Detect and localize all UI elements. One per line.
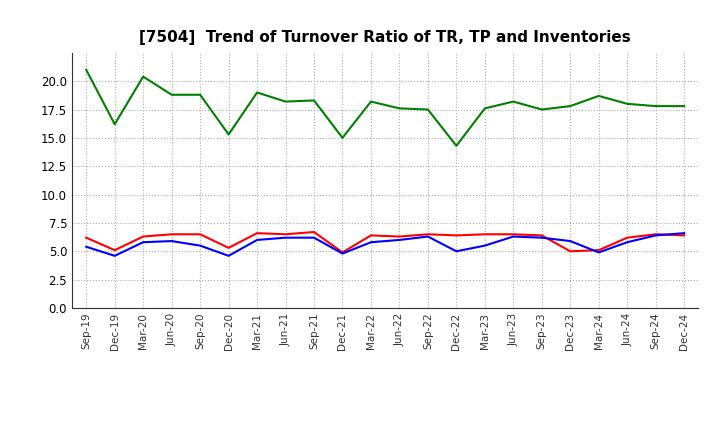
Inventories [623, 101, 631, 106]
Trade Payables [310, 235, 318, 240]
Line: Inventories: Inventories [86, 70, 684, 146]
Inventories [480, 106, 489, 111]
Inventories [395, 106, 404, 111]
Inventories [566, 103, 575, 109]
Trade Payables [338, 251, 347, 256]
Inventories [310, 98, 318, 103]
Trade Receivables [282, 231, 290, 237]
Title: [7504]  Trend of Turnover Ratio of TR, TP and Inventories: [7504] Trend of Turnover Ratio of TR, TP… [140, 29, 631, 45]
Trade Receivables [395, 234, 404, 239]
Line: Trade Payables: Trade Payables [86, 233, 684, 256]
Inventories [253, 90, 261, 95]
Inventories [537, 107, 546, 112]
Trade Receivables [110, 248, 119, 253]
Trade Payables [595, 250, 603, 255]
Trade Payables [110, 253, 119, 258]
Inventories [282, 99, 290, 104]
Trade Receivables [82, 235, 91, 240]
Inventories [82, 67, 91, 73]
Trade Payables [366, 239, 375, 245]
Trade Receivables [225, 245, 233, 250]
Trade Payables [452, 249, 461, 254]
Trade Payables [537, 235, 546, 240]
Trade Receivables [595, 248, 603, 253]
Trade Receivables [509, 231, 518, 237]
Trade Receivables [310, 229, 318, 235]
Trade Receivables [196, 231, 204, 237]
Inventories [680, 103, 688, 109]
Inventories [423, 107, 432, 112]
Trade Payables [566, 238, 575, 244]
Trade Payables [395, 237, 404, 242]
Trade Receivables [139, 234, 148, 239]
Trade Receivables [566, 249, 575, 254]
Inventories [652, 103, 660, 109]
Trade Receivables [537, 233, 546, 238]
Trade Receivables [623, 235, 631, 240]
Inventories [452, 143, 461, 148]
Trade Receivables [452, 233, 461, 238]
Inventories [595, 93, 603, 99]
Inventories [509, 99, 518, 104]
Trade Payables [623, 239, 631, 245]
Trade Payables [509, 234, 518, 239]
Trade Payables [139, 239, 148, 245]
Trade Payables [680, 231, 688, 236]
Trade Payables [282, 235, 290, 240]
Inventories [225, 132, 233, 137]
Trade Receivables [167, 231, 176, 237]
Trade Receivables [480, 231, 489, 237]
Trade Payables [423, 234, 432, 239]
Trade Receivables [423, 231, 432, 237]
Inventories [196, 92, 204, 97]
Trade Payables [253, 237, 261, 242]
Inventories [139, 74, 148, 79]
Trade Payables [652, 233, 660, 238]
Trade Payables [82, 244, 91, 249]
Line: Trade Receivables: Trade Receivables [86, 232, 684, 253]
Trade Payables [225, 253, 233, 258]
Trade Payables [167, 238, 176, 244]
Trade Payables [480, 243, 489, 248]
Trade Receivables [253, 231, 261, 236]
Inventories [338, 135, 347, 140]
Inventories [366, 99, 375, 104]
Trade Receivables [366, 233, 375, 238]
Trade Receivables [338, 250, 347, 255]
Inventories [167, 92, 176, 97]
Trade Receivables [680, 233, 688, 238]
Inventories [110, 121, 119, 127]
Trade Payables [196, 243, 204, 248]
Trade Receivables [652, 231, 660, 237]
